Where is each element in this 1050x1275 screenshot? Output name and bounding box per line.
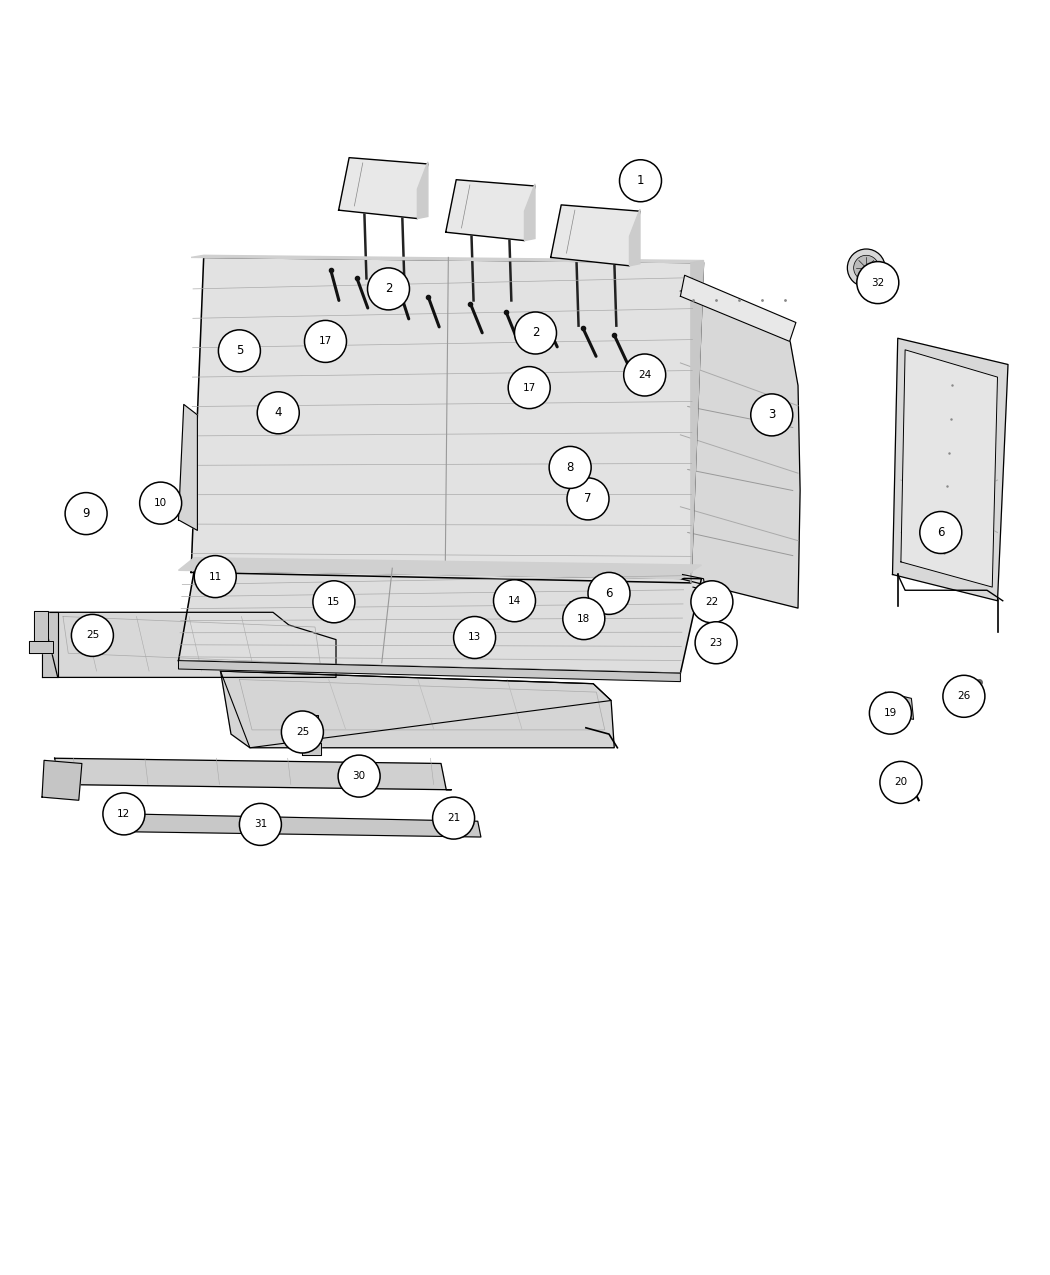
Text: 6: 6 <box>605 586 613 601</box>
Circle shape <box>140 482 182 524</box>
Circle shape <box>943 676 985 718</box>
Circle shape <box>71 615 113 657</box>
Circle shape <box>508 367 550 408</box>
Polygon shape <box>178 404 197 530</box>
Text: 17: 17 <box>523 382 536 393</box>
Text: 18: 18 <box>578 613 590 623</box>
Text: 25: 25 <box>296 727 309 737</box>
Polygon shape <box>29 640 52 653</box>
Polygon shape <box>570 602 590 638</box>
Circle shape <box>854 255 879 280</box>
Polygon shape <box>680 275 796 342</box>
Text: 2: 2 <box>384 282 393 296</box>
Text: 4: 4 <box>274 407 282 419</box>
Polygon shape <box>302 743 321 755</box>
Polygon shape <box>525 184 534 241</box>
Circle shape <box>563 598 605 640</box>
Polygon shape <box>307 715 317 743</box>
Circle shape <box>751 394 793 436</box>
Circle shape <box>494 580 536 622</box>
Circle shape <box>433 797 475 839</box>
Polygon shape <box>178 570 701 673</box>
Text: 8: 8 <box>566 460 574 474</box>
Text: 6: 6 <box>937 527 945 539</box>
Circle shape <box>691 581 733 622</box>
Circle shape <box>368 268 410 310</box>
Circle shape <box>514 312 556 354</box>
Polygon shape <box>178 557 701 579</box>
Text: 7: 7 <box>584 492 592 505</box>
Text: 30: 30 <box>353 771 365 782</box>
Circle shape <box>857 261 899 303</box>
Polygon shape <box>191 258 704 583</box>
Polygon shape <box>191 255 704 263</box>
Circle shape <box>454 617 496 658</box>
Circle shape <box>103 793 145 835</box>
Circle shape <box>338 755 380 797</box>
Circle shape <box>257 391 299 434</box>
Text: 3: 3 <box>768 408 776 422</box>
Text: 12: 12 <box>118 808 130 819</box>
Circle shape <box>847 249 885 287</box>
Polygon shape <box>691 260 704 583</box>
Circle shape <box>65 492 107 534</box>
Polygon shape <box>42 612 58 677</box>
Text: 2: 2 <box>531 326 540 339</box>
Circle shape <box>920 511 962 553</box>
Text: 22: 22 <box>706 597 718 607</box>
Polygon shape <box>220 671 614 747</box>
Circle shape <box>313 581 355 622</box>
Text: 32: 32 <box>872 278 884 288</box>
Polygon shape <box>680 291 800 608</box>
Text: 11: 11 <box>209 571 222 581</box>
Text: 25: 25 <box>86 630 99 640</box>
Polygon shape <box>338 158 428 218</box>
Circle shape <box>624 354 666 397</box>
Circle shape <box>695 622 737 664</box>
Polygon shape <box>901 349 998 586</box>
Text: 14: 14 <box>508 595 521 606</box>
Circle shape <box>869 692 911 734</box>
Circle shape <box>194 556 236 598</box>
Circle shape <box>702 592 721 611</box>
Text: 13: 13 <box>468 632 481 643</box>
Circle shape <box>588 572 630 615</box>
Polygon shape <box>892 338 1008 601</box>
Polygon shape <box>42 612 336 677</box>
Circle shape <box>218 330 260 372</box>
Polygon shape <box>55 759 452 789</box>
Text: 31: 31 <box>254 820 267 830</box>
Polygon shape <box>417 162 428 218</box>
Circle shape <box>304 320 347 362</box>
Text: 5: 5 <box>235 344 244 357</box>
Text: 15: 15 <box>328 597 340 607</box>
Polygon shape <box>885 692 914 719</box>
Circle shape <box>567 478 609 520</box>
Text: 20: 20 <box>895 778 907 788</box>
Polygon shape <box>34 611 48 640</box>
Text: 23: 23 <box>710 638 722 648</box>
Circle shape <box>707 594 721 609</box>
Text: 1: 1 <box>636 175 645 187</box>
Text: 19: 19 <box>884 708 897 718</box>
Text: 10: 10 <box>154 499 167 509</box>
Text: 26: 26 <box>958 691 970 701</box>
Text: 9: 9 <box>82 507 90 520</box>
Circle shape <box>239 803 281 845</box>
Text: 17: 17 <box>319 337 332 347</box>
Polygon shape <box>126 813 481 836</box>
Circle shape <box>620 159 662 201</box>
Polygon shape <box>630 209 640 265</box>
Text: 21: 21 <box>447 813 460 824</box>
Polygon shape <box>178 660 680 682</box>
Text: 24: 24 <box>638 370 651 380</box>
Polygon shape <box>446 180 534 241</box>
Circle shape <box>549 446 591 488</box>
Circle shape <box>281 711 323 754</box>
Polygon shape <box>551 205 640 265</box>
Circle shape <box>880 761 922 803</box>
Polygon shape <box>716 635 733 654</box>
Polygon shape <box>42 760 82 801</box>
